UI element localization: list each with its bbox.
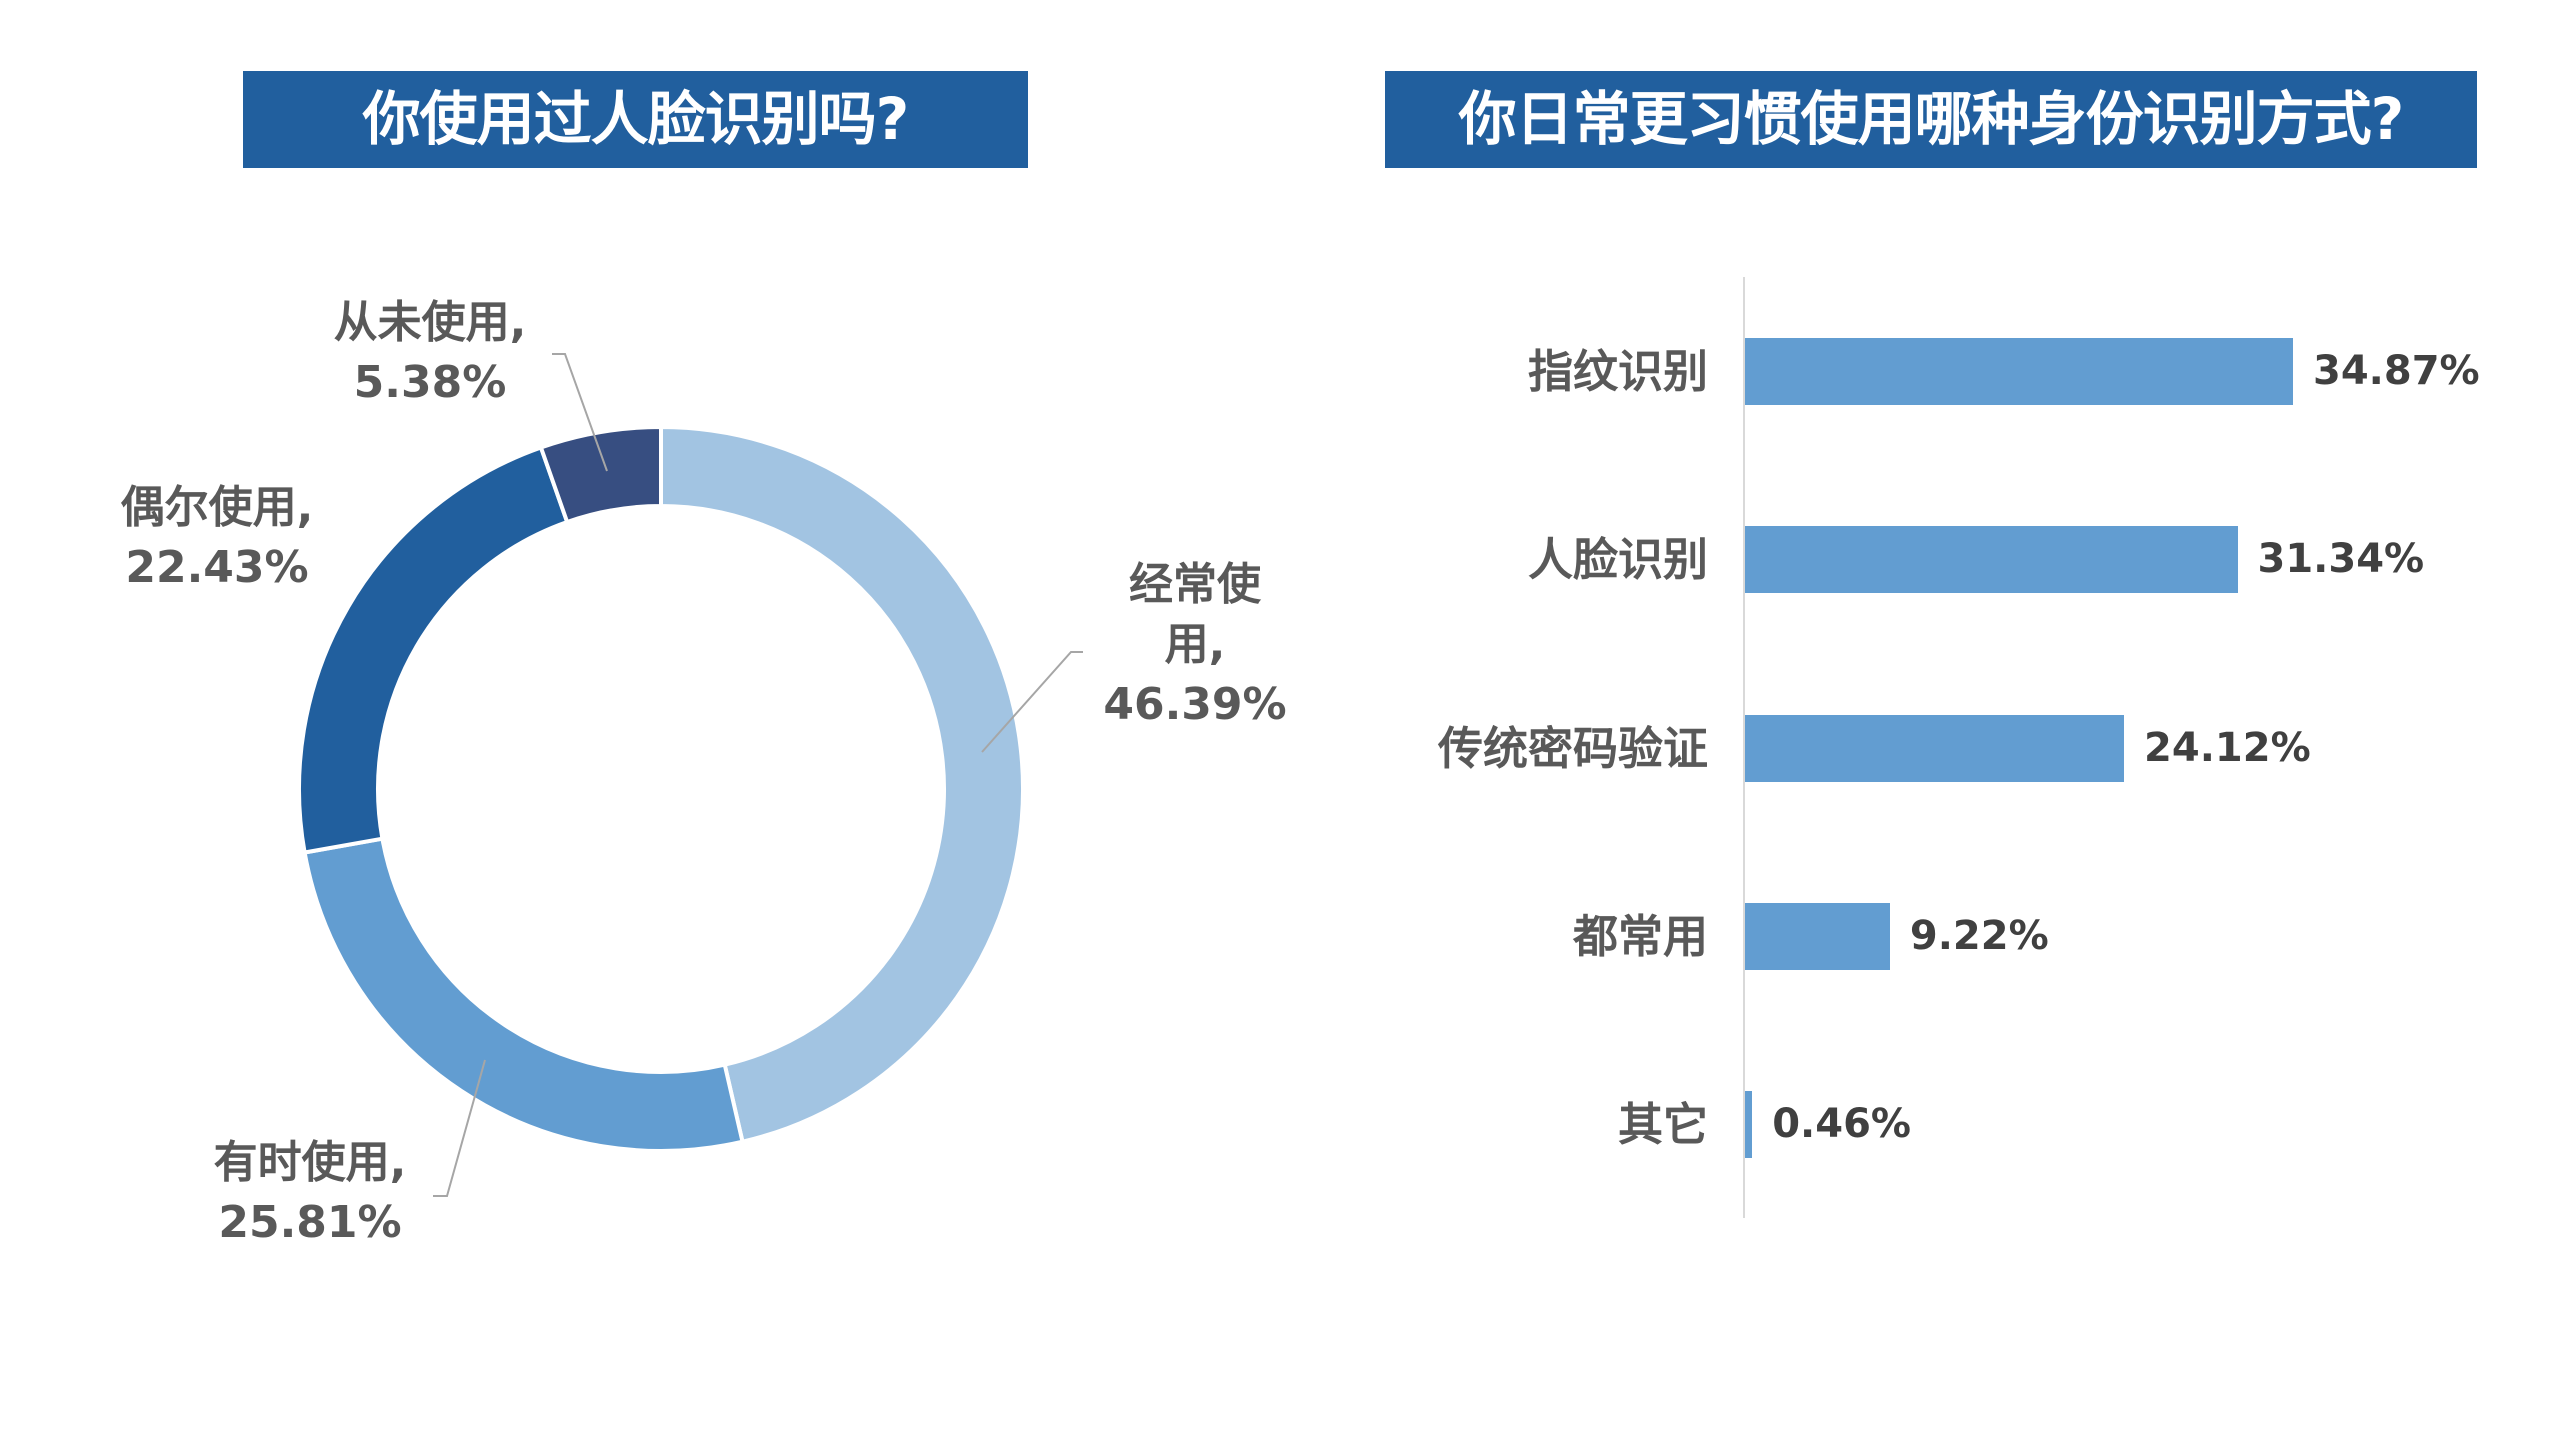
category-axis-line — [1743, 277, 1745, 1218]
segment-label-line-2: 用, — [1164, 619, 1226, 670]
leader-line-sometimes — [433, 1059, 486, 1197]
segment-label-line-1: 经常使 — [1129, 559, 1261, 610]
segment-value: 5.38% — [353, 357, 507, 408]
category-label-other: 其它 — [1617, 1098, 1708, 1151]
segment-label: 有时使用, — [213, 1137, 407, 1188]
bar-other — [1745, 1091, 1753, 1158]
donut-label-frequently: 经常使 用, 46.39% — [1100, 555, 1290, 735]
donut-label-never: 从未使用, 5.38% — [305, 293, 555, 413]
donut-segment-sometimes — [302, 836, 745, 1153]
bar-face — [1745, 526, 2238, 593]
value-label-face: 31.34% — [2257, 536, 2425, 582]
value-label-fingerprint: 34.87% — [2313, 348, 2480, 394]
segment-value: 46.39% — [1103, 679, 1287, 730]
donut-chart-title: 你使用过人脸识别吗? — [243, 71, 1028, 168]
donut-label-sometimes: 有时使用, 25.81% — [185, 1133, 435, 1253]
segment-label: 偶尔使用, — [120, 482, 314, 533]
donut-segments — [297, 424, 1025, 1153]
segment-label: 从未使用, — [333, 297, 527, 348]
bar-password — [1745, 715, 2125, 782]
leader-line-frequently — [981, 651, 1083, 753]
segment-value: 25.81% — [218, 1197, 402, 1248]
bar-chart-title: 你日常更习惯使用哪种身份识别方式? — [1385, 71, 2477, 168]
category-label-face: 人脸识别 — [1527, 533, 1708, 586]
bar-both — [1745, 903, 1890, 970]
leader-line-never — [552, 353, 608, 472]
bar-fingerprint — [1745, 338, 2293, 405]
donut-label-occasionally: 偶尔使用, 22.43% — [92, 478, 342, 598]
value-label-both: 9.22% — [1909, 913, 2049, 959]
donut-segment-frequently — [659, 424, 1025, 1145]
value-label-password: 24.12% — [2144, 725, 2311, 771]
donut-segment-never — [538, 424, 663, 525]
category-label-fingerprint: 指纹识别 — [1527, 345, 1708, 398]
category-label-both: 都常用 — [1572, 910, 1708, 963]
value-label-other: 0.46% — [1772, 1101, 1911, 1147]
category-label-password: 传统密码验证 — [1437, 722, 1708, 775]
segment-value: 22.43% — [125, 542, 309, 593]
